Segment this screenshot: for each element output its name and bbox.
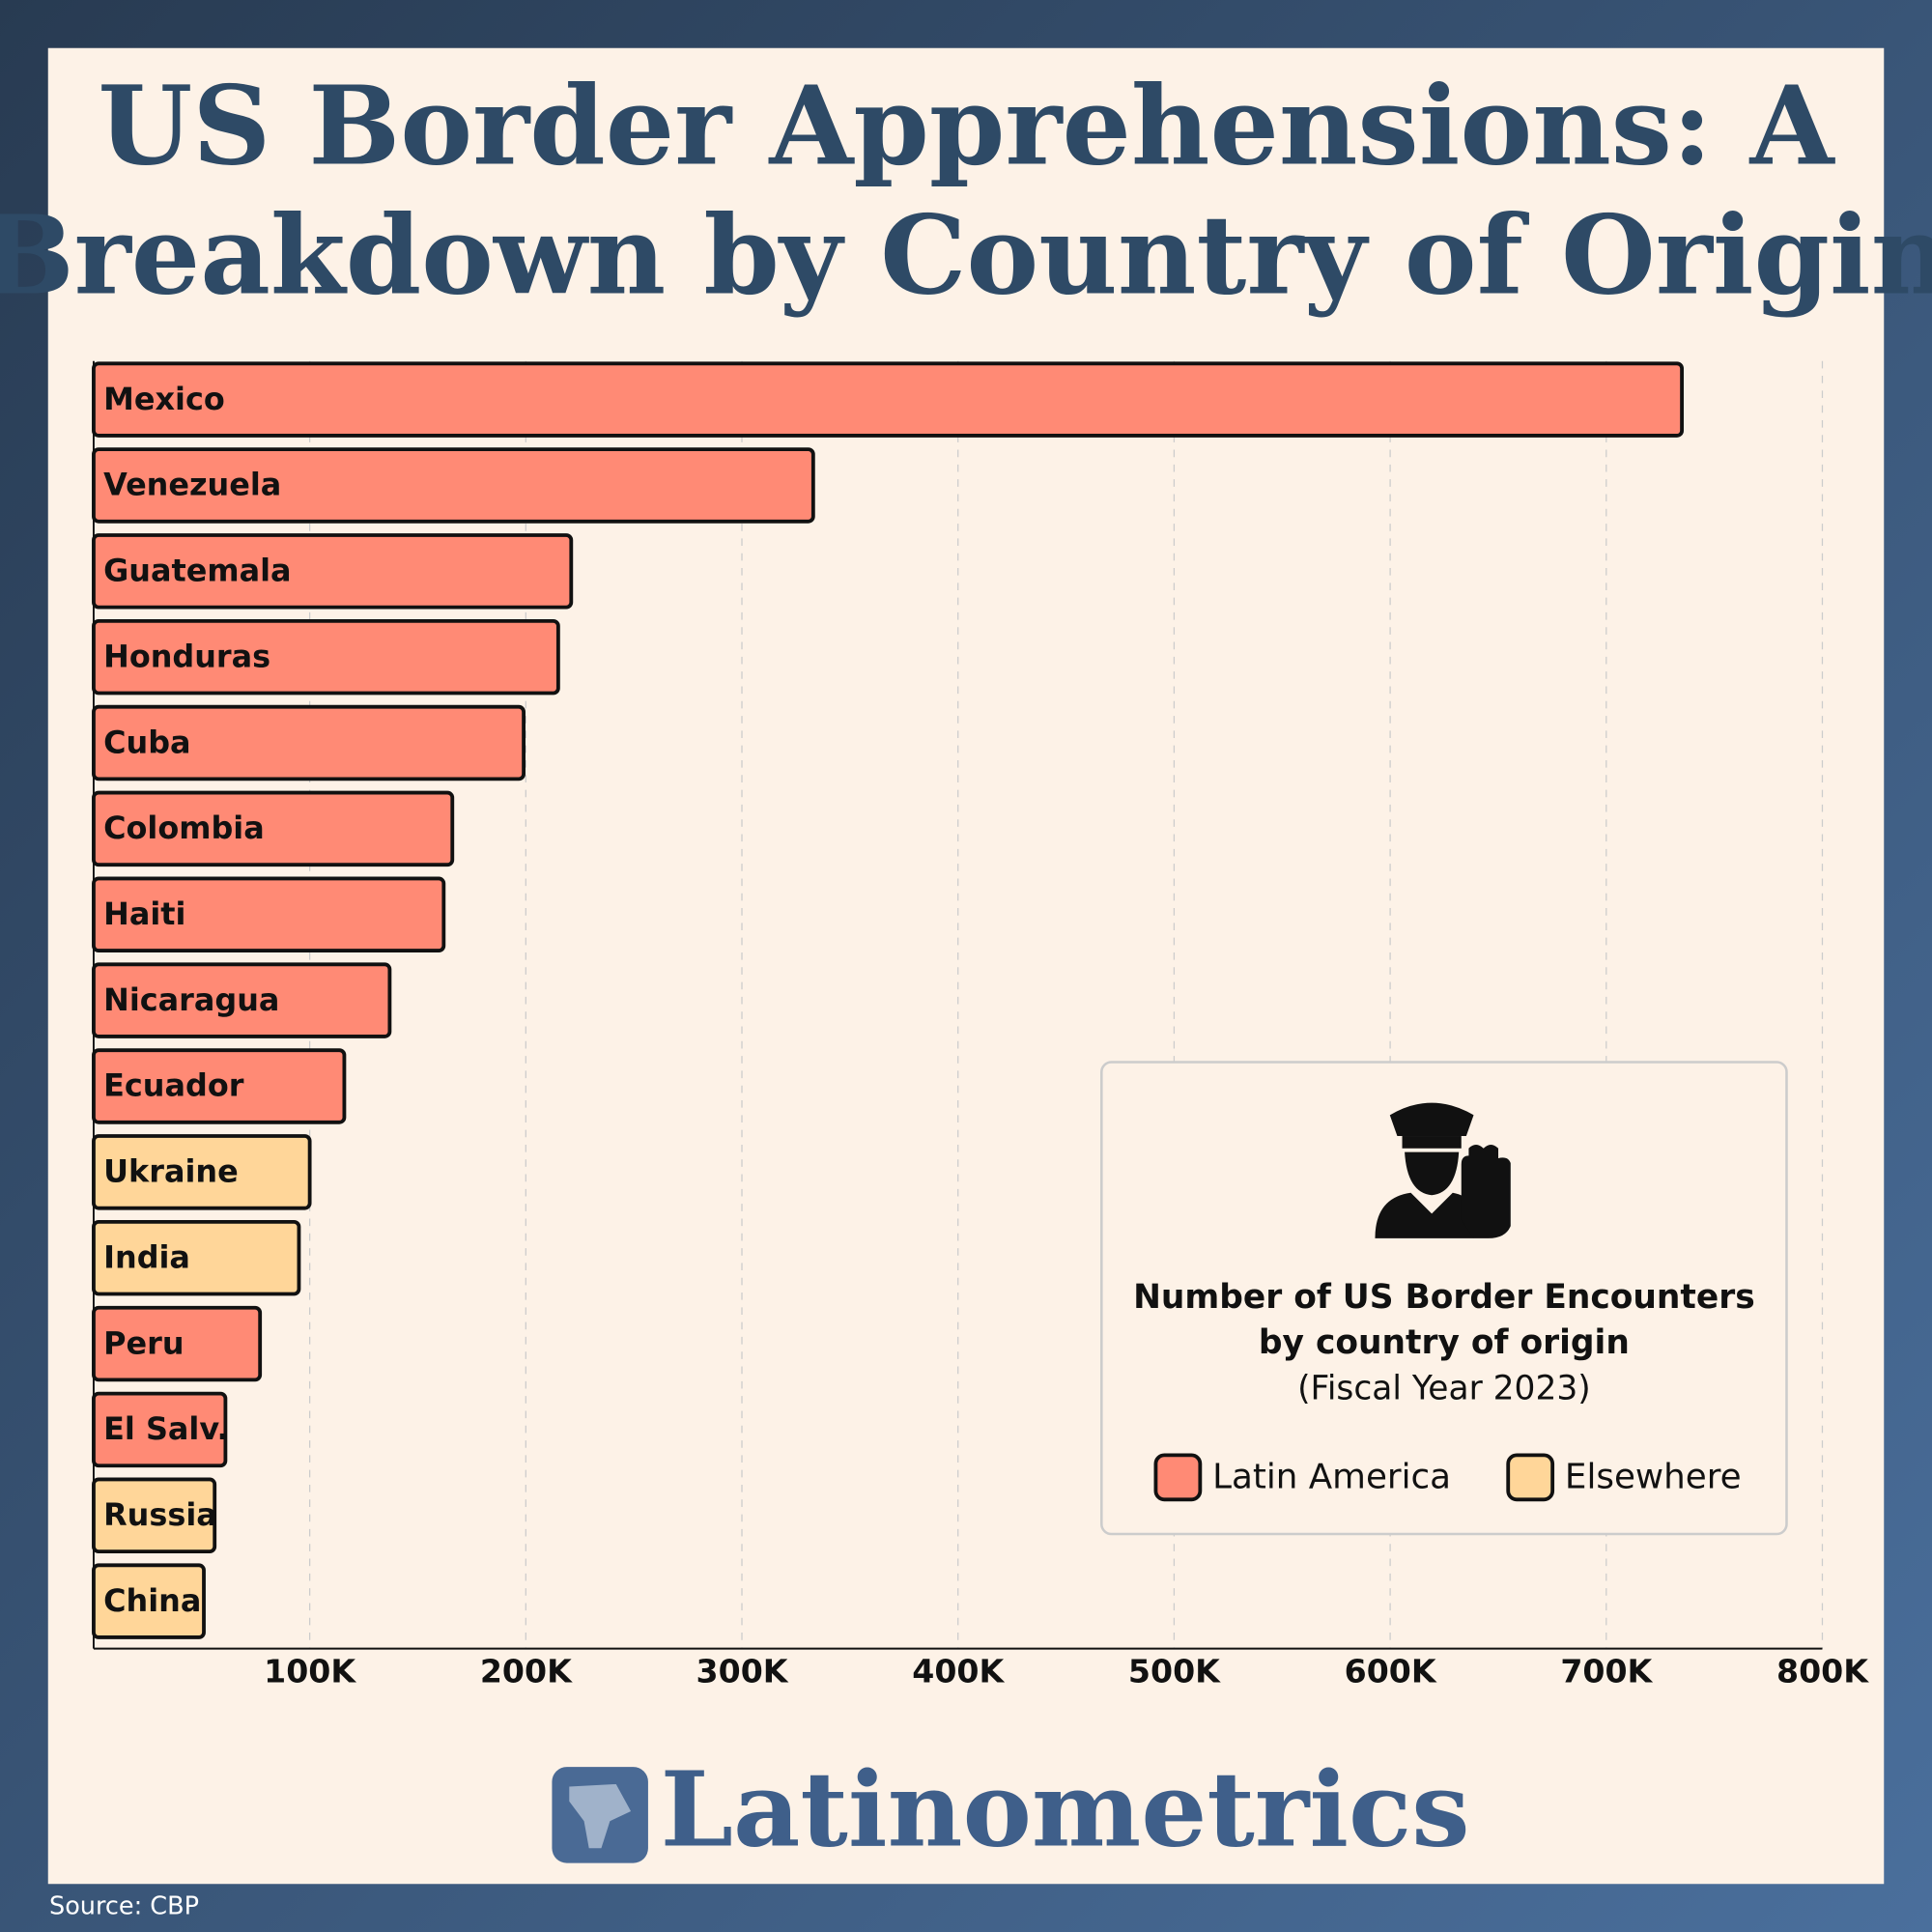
legend-label: Elsewhere xyxy=(1565,1458,1742,1497)
x-tick-label: 200K xyxy=(480,1653,573,1690)
logo-map xyxy=(569,1783,632,1849)
legend-label: Latin America xyxy=(1212,1458,1451,1497)
bar xyxy=(92,1391,228,1468)
bar xyxy=(92,1477,217,1554)
legend-title: by country of origin xyxy=(1259,1323,1630,1362)
bar xyxy=(92,1134,312,1210)
bar-label: Guatemala xyxy=(103,553,291,589)
bar-label: Ukraine xyxy=(103,1153,239,1190)
bar-label: Colombia xyxy=(103,810,265,846)
bar xyxy=(92,962,392,1038)
x-tick-label: 400K xyxy=(912,1653,1005,1690)
legend-title: Number of US Border Encounters xyxy=(1133,1278,1755,1317)
brand: Latinometrics xyxy=(661,1748,1470,1870)
legend-box xyxy=(1100,1061,1788,1536)
bar xyxy=(92,1563,206,1639)
bar xyxy=(92,361,1684,438)
x-tick-label: 600K xyxy=(1345,1653,1437,1690)
bar-label: China xyxy=(103,1582,201,1619)
police-icon xyxy=(1375,1102,1511,1238)
legend-swatch xyxy=(1153,1453,1203,1502)
x-tick-label: 500K xyxy=(1128,1653,1221,1690)
chart-title: Breakdown by Country of Origin xyxy=(0,193,1932,320)
x-tick-label: 700K xyxy=(1560,1653,1653,1690)
bar-label: Haiti xyxy=(103,895,185,932)
bar-label: Mexico xyxy=(103,381,225,417)
bar xyxy=(92,1048,347,1124)
bar-label: India xyxy=(103,1238,190,1275)
legend: Latin America Elsewhere xyxy=(1153,1453,1742,1502)
bar-label: Nicaragua xyxy=(103,981,279,1018)
x-tick-label: 100K xyxy=(264,1653,356,1690)
bar xyxy=(92,533,574,610)
source: Source: CBP xyxy=(49,1891,199,1920)
bar-label: Peru xyxy=(103,1324,184,1361)
bar xyxy=(92,618,560,696)
bar-label: Cuba xyxy=(103,724,190,760)
x-tick-label: 300K xyxy=(696,1653,789,1690)
chart-title: US Border Apprehensions: A xyxy=(98,64,1835,190)
bar-label: Russia xyxy=(103,1496,217,1533)
bar xyxy=(92,1305,263,1382)
bar xyxy=(92,704,526,781)
bar xyxy=(92,876,446,952)
plot: 100K 200K 300K 400K 500K 600K 700K 800K Mexico Ve… xyxy=(92,360,1869,1690)
bar xyxy=(92,1219,301,1296)
bar xyxy=(92,790,455,867)
legend-swatch xyxy=(1506,1453,1555,1502)
x-tick-label: 800K xyxy=(1776,1653,1869,1690)
bar xyxy=(92,447,815,524)
bar-label: Honduras xyxy=(103,638,270,674)
legend-subtitle: (Fiscal Year 2023) xyxy=(1297,1369,1591,1407)
bar-label: Venezuela xyxy=(103,467,281,503)
bar-label: Ecuador xyxy=(103,1067,244,1104)
bar-label: El Salv. xyxy=(103,1410,228,1447)
